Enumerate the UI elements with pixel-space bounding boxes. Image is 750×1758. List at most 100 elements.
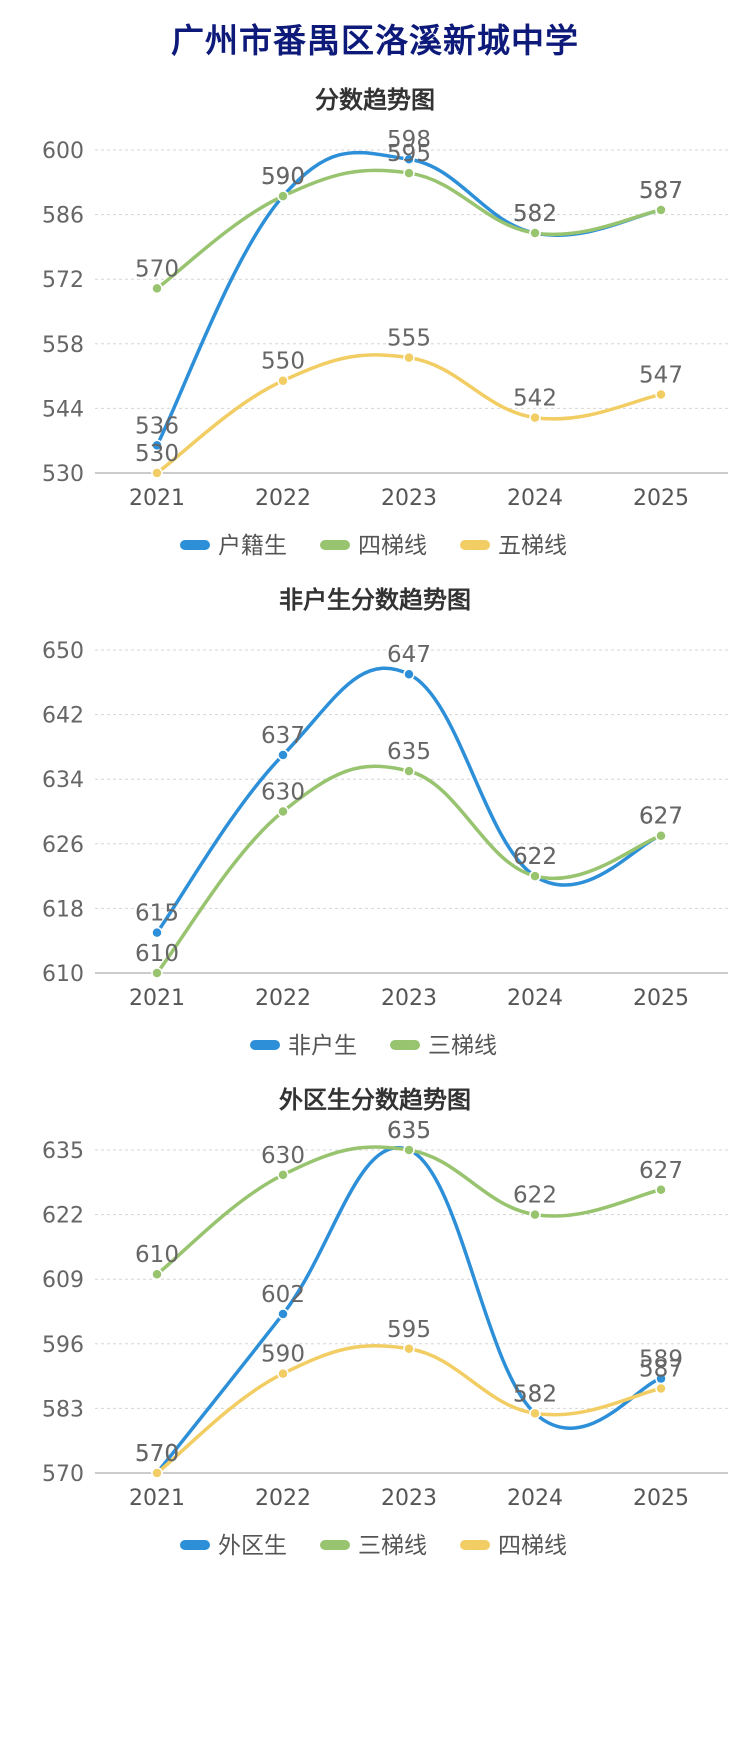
legend-item[interactable]: 非户生 <box>288 1033 357 1059</box>
y-tick-label: 583 <box>42 1397 84 1422</box>
data-point <box>403 765 415 777</box>
data-label: 582 <box>513 1381 557 1407</box>
data-label: 582 <box>513 1381 557 1407</box>
x-tick-label: 2025 <box>633 986 689 1011</box>
legend-item[interactable]: 三梯线 <box>428 1033 497 1059</box>
data-point <box>403 167 415 179</box>
data-label: 587 <box>639 178 683 204</box>
legend-item[interactable]: 四梯线 <box>358 533 427 559</box>
x-tick-label: 2021 <box>129 486 185 511</box>
data-label: 589 <box>639 1347 683 1373</box>
data-label: 622 <box>513 844 557 870</box>
x-tick-label: 2025 <box>633 1486 689 1511</box>
legend-item[interactable]: 三梯线 <box>358 1533 427 1559</box>
series-line <box>155 168 663 291</box>
legend-swatch <box>320 1540 350 1550</box>
series-line <box>155 353 663 475</box>
x-tick-label: 2021 <box>129 1486 185 1511</box>
data-label: 635 <box>387 1118 431 1144</box>
data-label: 542 <box>513 386 557 412</box>
data-point <box>529 870 541 882</box>
series-line <box>155 1146 663 1475</box>
data-label: 570 <box>135 1441 179 1467</box>
data-label: 590 <box>261 164 305 190</box>
data-label: 590 <box>261 1342 305 1368</box>
data-label: 615 <box>135 901 179 927</box>
chart-svg: 外区生分数趋势图 570 583 596 609 622 635 2021 2022 2023 20… <box>42 1086 728 1559</box>
data-label: 595 <box>387 141 431 167</box>
data-point <box>529 1208 541 1221</box>
data-point <box>277 805 289 818</box>
x-tick-label: 2022 <box>255 1486 311 1511</box>
y-tick-label: 635 <box>42 1139 84 1164</box>
data-label: 536 <box>135 413 179 439</box>
data-point <box>403 1343 415 1355</box>
data-label: 587 <box>639 1357 683 1383</box>
data-label: 570 <box>135 1441 179 1467</box>
data-label: 610 <box>135 1242 179 1268</box>
data-point <box>655 388 667 401</box>
y-tick-label: 596 <box>42 1333 84 1358</box>
y-tick-label: 626 <box>42 833 84 858</box>
data-label: 550 <box>261 349 305 375</box>
out-district-score-trend-chart: 外区生分数趋势图 570 583 596 609 622 635 2021 2022 2023 20… <box>0 1075 750 1635</box>
data-point <box>403 1144 415 1156</box>
legend-swatch <box>390 1040 420 1050</box>
data-point <box>529 411 541 424</box>
data-point <box>151 1268 163 1280</box>
data-label: 627 <box>639 804 683 830</box>
data-point <box>277 749 289 761</box>
y-tick-label: 530 <box>42 462 84 487</box>
y-tick-label: 586 <box>42 204 84 229</box>
data-point <box>277 1367 289 1380</box>
data-point <box>277 1308 289 1320</box>
data-label: 627 <box>639 1158 683 1184</box>
legend-swatch <box>460 1540 490 1550</box>
chart-svg: 分数趋势图 530 544 558 572 586 600 2021 2022 2023 2024 2… <box>42 86 728 559</box>
legend-item[interactable]: 户籍生 <box>218 533 287 559</box>
legend-item[interactable]: 外区生 <box>218 1533 287 1559</box>
data-label: 582 <box>513 201 557 227</box>
page-title: 广州市番禺区洛溪新城中学 <box>171 21 579 60</box>
data-label: 590 <box>261 164 305 190</box>
data-point <box>403 153 415 165</box>
data-label: 587 <box>639 178 683 204</box>
chart-title: 分数趋势图 <box>315 86 435 114</box>
legend-swatch <box>250 1040 280 1050</box>
data-point <box>277 374 289 387</box>
y-tick-label: 642 <box>42 704 84 729</box>
x-tick-label: 2024 <box>507 1486 563 1511</box>
data-point <box>655 1184 667 1196</box>
y-tick-label: 572 <box>42 268 84 293</box>
legend-swatch <box>460 540 490 550</box>
legend-swatch <box>180 1540 210 1550</box>
x-tick-label: 2024 <box>507 986 563 1011</box>
legend-swatch <box>180 540 210 550</box>
data-point <box>151 282 163 295</box>
legend-swatch <box>320 540 350 550</box>
y-tick-label: 650 <box>42 639 84 664</box>
data-label: 637 <box>261 723 305 749</box>
data-label: 530 <box>135 441 179 467</box>
data-point <box>655 829 667 842</box>
non-local-score-trend-chart: 非户生分数趋势图 610 618 626 634 642 650 2021 2022 2023 20… <box>0 575 750 1135</box>
data-label: 622 <box>513 1183 557 1209</box>
score-trend-chart: 分数趋势图 530 544 558 572 586 600 2021 2022 2023 2024 2… <box>0 75 750 635</box>
series-line <box>155 1344 663 1475</box>
series-line <box>155 1145 663 1276</box>
data-label: 595 <box>387 1317 431 1343</box>
data-point <box>277 1169 289 1181</box>
series-line <box>155 764 663 975</box>
data-label: 598 <box>387 127 431 153</box>
chart-svg: 非户生分数趋势图 610 618 626 634 642 650 2021 2022 2023 20… <box>42 586 728 1059</box>
data-point <box>151 439 163 452</box>
legend-item[interactable]: 五梯线 <box>498 533 567 559</box>
data-label: 627 <box>639 804 683 830</box>
x-tick-label: 2023 <box>381 986 437 1011</box>
data-point <box>151 926 163 939</box>
y-tick-label: 618 <box>42 897 84 922</box>
x-tick-label: 2022 <box>255 986 311 1011</box>
legend-item[interactable]: 四梯线 <box>498 1533 567 1559</box>
data-label: 630 <box>261 1143 305 1169</box>
data-point <box>655 1382 667 1395</box>
